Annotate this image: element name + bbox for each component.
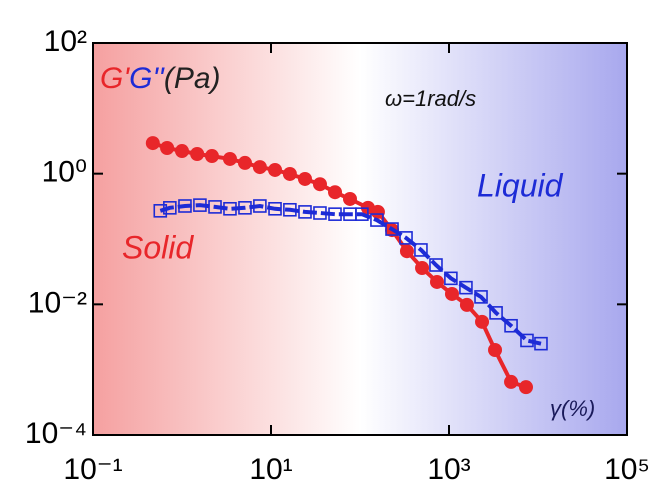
point — [488, 342, 503, 357]
x-tick-label: 10³ — [427, 453, 470, 486]
point — [238, 201, 252, 215]
point — [312, 177, 327, 192]
point — [145, 136, 160, 151]
plot-background — [93, 43, 627, 435]
y-axis-title: G'G''(Pa) — [100, 62, 221, 95]
point — [268, 201, 282, 216]
y-tick-label: 10⁻⁴ — [25, 417, 87, 450]
point — [355, 207, 369, 221]
point — [475, 314, 490, 329]
y-tick-label: 10⁻² — [28, 286, 87, 319]
point — [178, 199, 192, 213]
x-tick-label: 10¹ — [249, 453, 292, 486]
point — [414, 243, 428, 257]
point — [253, 199, 267, 213]
point — [370, 213, 384, 227]
point — [444, 286, 459, 301]
point — [429, 274, 444, 289]
point — [459, 297, 474, 312]
point — [328, 207, 342, 221]
point — [429, 258, 443, 272]
point — [175, 144, 189, 159]
point — [237, 155, 252, 170]
point — [283, 202, 297, 217]
point — [153, 204, 168, 218]
plot-frame — [92, 42, 628, 436]
point — [520, 333, 534, 348]
y-tick-label: 10⁰ — [42, 156, 87, 189]
point — [298, 205, 312, 219]
point — [534, 336, 548, 351]
point — [504, 318, 518, 333]
point — [399, 231, 413, 245]
point — [518, 380, 533, 395]
annotation: ω=1rad/s — [385, 86, 476, 111]
series-line — [159, 203, 542, 346]
point — [252, 160, 267, 175]
legend-entry: G' — [100, 62, 130, 95]
point — [268, 162, 283, 177]
point — [328, 185, 343, 200]
point — [459, 280, 473, 295]
point — [282, 166, 297, 181]
point — [223, 201, 237, 216]
y-tick-label: 10² — [44, 25, 87, 58]
point — [193, 198, 207, 212]
point — [415, 260, 430, 275]
marks — [145, 136, 548, 395]
x-tick-label: 10⁻¹ — [63, 453, 122, 486]
point — [204, 149, 219, 164]
point — [208, 200, 222, 214]
point — [385, 222, 399, 236]
point — [297, 171, 312, 186]
point — [489, 306, 503, 320]
point — [370, 204, 385, 219]
point — [342, 191, 357, 206]
point — [163, 201, 177, 215]
point — [160, 141, 175, 156]
point — [444, 271, 458, 286]
x-axis-title: γ(%) — [550, 396, 595, 421]
point — [504, 374, 519, 389]
point — [474, 290, 488, 304]
legend-entry: G'' — [129, 62, 165, 95]
point — [222, 151, 237, 166]
point — [190, 146, 205, 161]
x-tick-label: 10⁵ — [604, 453, 650, 486]
point — [399, 244, 414, 259]
annotation: Liquid — [477, 167, 564, 203]
annotation: Solid — [122, 229, 194, 265]
point — [313, 206, 327, 220]
y-unit: (Pa) — [164, 62, 221, 95]
